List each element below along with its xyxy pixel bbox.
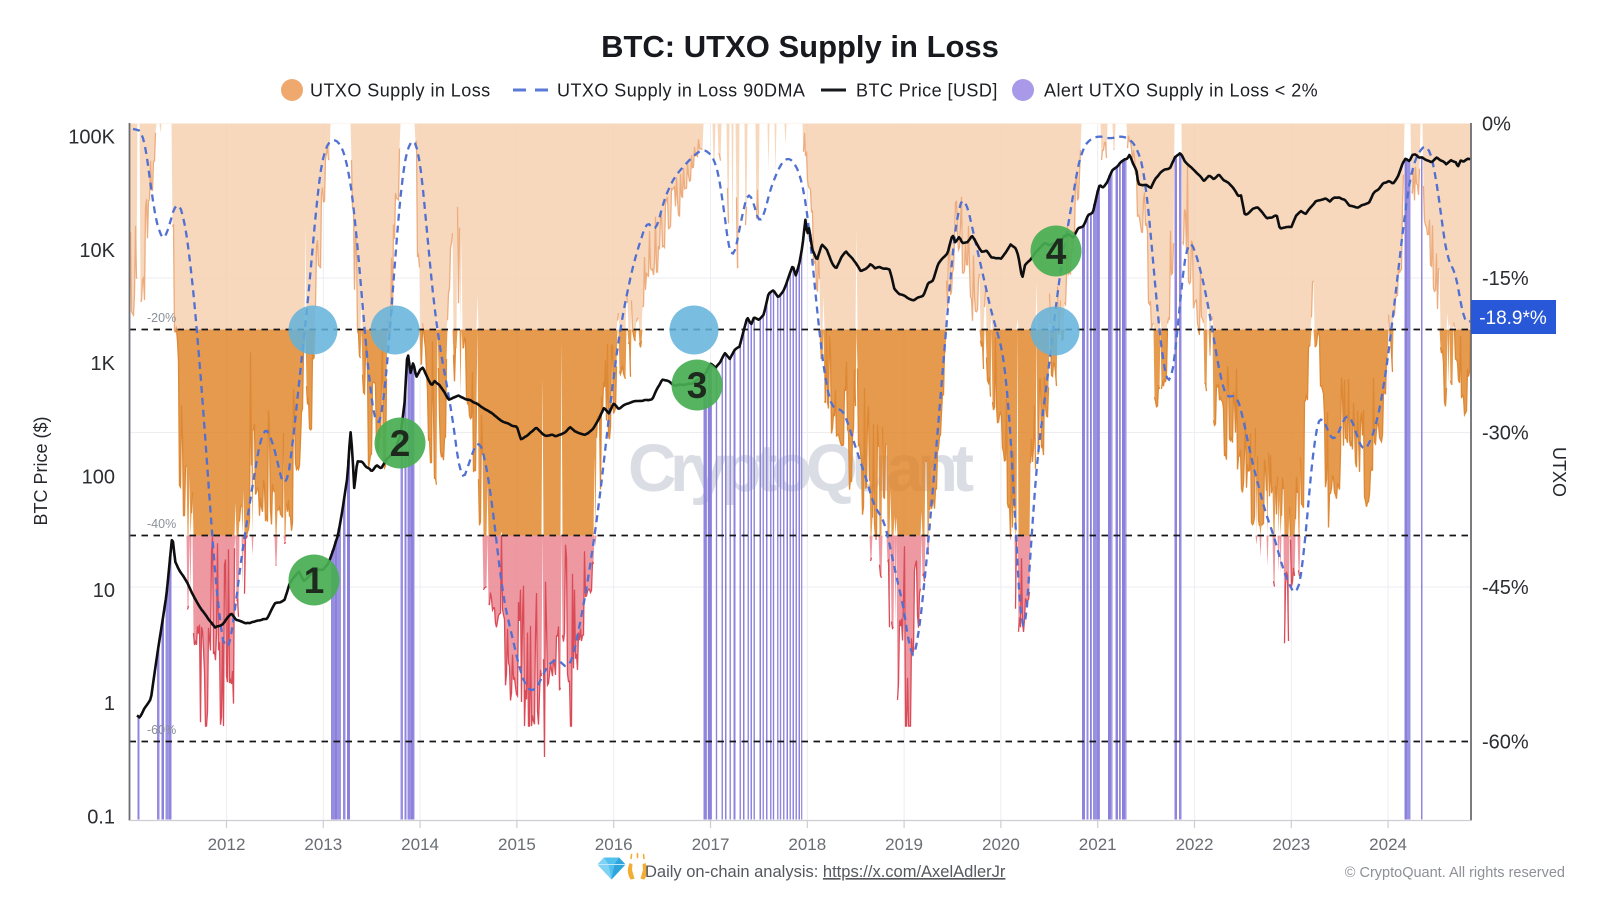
svg-text:-60%: -60%	[1482, 732, 1529, 754]
svg-text:10K: 10K	[79, 240, 115, 262]
svg-text:-18.9*%: -18.9*%	[1479, 308, 1547, 329]
svg-text:Alert UTXO Supply in Loss < 2%: Alert UTXO Supply in Loss < 2%	[1044, 81, 1318, 101]
svg-text:2012: 2012	[208, 835, 246, 854]
svg-text:UTXO Supply in Loss 90DMA: UTXO Supply in Loss 90DMA	[557, 81, 805, 101]
svg-text:0%: 0%	[1482, 114, 1511, 136]
svg-text:2023: 2023	[1272, 835, 1310, 854]
svg-text:3: 3	[687, 365, 708, 406]
svg-text:Daily on-chain analysis: https: Daily on-chain analysis: https://x.com/A…	[645, 863, 1006, 881]
svg-text:100: 100	[82, 467, 115, 489]
svg-text:2018: 2018	[788, 835, 826, 854]
svg-text:4: 4	[1046, 231, 1067, 272]
svg-text:2015: 2015	[498, 835, 536, 854]
svg-text:10: 10	[93, 580, 115, 602]
svg-text:© CryptoQuant. All rights rese: © CryptoQuant. All rights reserved	[1345, 865, 1565, 881]
svg-text:BTC Price ($): BTC Price ($)	[31, 416, 51, 525]
svg-text:2022: 2022	[1176, 835, 1214, 854]
svg-text:2020: 2020	[982, 835, 1020, 854]
svg-text:BTC Price [USD]: BTC Price [USD]	[856, 81, 998, 101]
svg-text:-60%: -60%	[147, 723, 176, 737]
svg-text:UTXO: UTXO	[1549, 447, 1569, 497]
svg-text:-45%: -45%	[1482, 577, 1529, 599]
svg-text:2024: 2024	[1369, 835, 1407, 854]
svg-text:-20%: -20%	[147, 311, 176, 325]
svg-text:BTC: UTXO Supply in Loss: BTC: UTXO Supply in Loss	[601, 29, 999, 64]
svg-text:-40%: -40%	[147, 517, 176, 531]
svg-text:1: 1	[104, 693, 115, 715]
svg-text:100K: 100K	[68, 127, 115, 149]
svg-text:1: 1	[304, 560, 325, 601]
svg-text:2017: 2017	[692, 835, 730, 854]
svg-text:-15%: -15%	[1482, 268, 1529, 290]
svg-text:-30%: -30%	[1482, 423, 1529, 445]
svg-text:UTXO Supply in Loss: UTXO Supply in Loss	[310, 81, 491, 101]
svg-text:2013: 2013	[304, 835, 342, 854]
svg-text:0.1: 0.1	[87, 806, 115, 828]
svg-text:2: 2	[390, 423, 411, 464]
svg-text:2014: 2014	[401, 835, 439, 854]
svg-text:2019: 2019	[885, 835, 923, 854]
svg-text:2021: 2021	[1079, 835, 1117, 854]
svg-text:2016: 2016	[595, 835, 633, 854]
svg-text:1K: 1K	[91, 353, 116, 375]
